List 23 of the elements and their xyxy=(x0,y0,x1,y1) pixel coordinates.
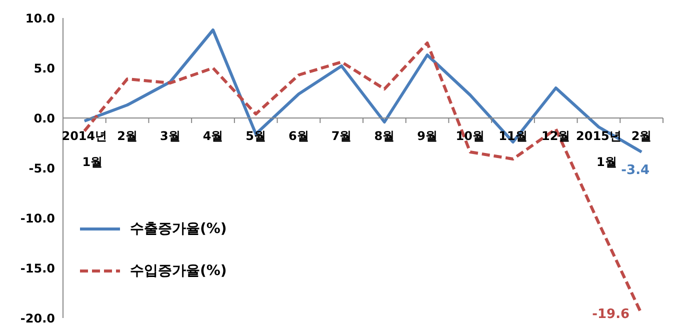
y-tick-label: -10.0 xyxy=(20,211,55,226)
x-tick-label: 2014년 1월 xyxy=(62,129,108,169)
y-tick-label: 0.0 xyxy=(34,111,55,126)
x-tick-label: 8월 xyxy=(374,129,395,143)
x-tick-label: 10월 xyxy=(456,129,484,143)
y-tick-label: 5.0 xyxy=(34,61,55,76)
x-tick-label: 2월 xyxy=(631,129,652,143)
legend-label: 수입증가율(%) xyxy=(130,262,227,280)
data-label: -3.4 xyxy=(621,163,650,178)
x-tick-label: 4월 xyxy=(202,129,224,143)
x-tick-label: 9월 xyxy=(417,129,438,143)
x-tick-label: 2월 xyxy=(117,129,138,143)
x-tick-label: 3월 xyxy=(160,129,180,143)
x-tick-label: 5월 xyxy=(246,129,266,143)
y-tick-label: -20.0 xyxy=(20,311,55,326)
data-label: -19.6 xyxy=(592,307,630,322)
x-tick-label: 7월 xyxy=(331,129,352,143)
y-tick-label: -5.0 xyxy=(28,161,55,176)
y-tick-label: 10.0 xyxy=(25,11,55,26)
y-tick-label: -15.0 xyxy=(20,261,55,276)
x-tick-label: 12월 xyxy=(542,129,570,143)
legend-label: 수출증가율(%) xyxy=(130,220,227,238)
x-tick-label: 6월 xyxy=(288,129,309,143)
